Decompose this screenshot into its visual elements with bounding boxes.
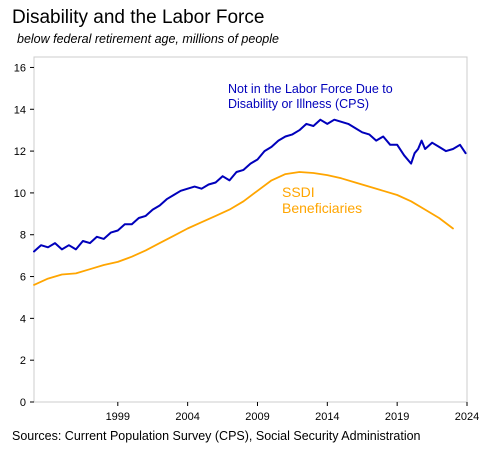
y-tick-label: 8 xyxy=(20,230,26,242)
series-label-line: SSDI xyxy=(282,184,315,200)
y-tick-label: 12 xyxy=(14,146,26,158)
cps-series-label: Not in the Labor Force Due to Disability … xyxy=(228,82,393,111)
y-tick-label: 14 xyxy=(14,104,26,116)
series-label-line: Not in the Labor Force Due to xyxy=(228,82,393,96)
y-tick-label: 0 xyxy=(20,397,26,409)
x-tick-label: 2009 xyxy=(245,411,269,423)
x-tick-label: 2014 xyxy=(315,411,339,423)
x-tick-label: 2004 xyxy=(175,411,199,423)
y-tick-label: 4 xyxy=(20,313,26,325)
plot-frame xyxy=(33,56,468,403)
y-tick-label: 10 xyxy=(14,188,26,200)
chart-title: Disability and the Labor Force xyxy=(12,7,265,28)
y-tick-label: 6 xyxy=(20,272,26,284)
ssdi-series-label: SSDI Beneficiaries xyxy=(282,184,362,216)
y-tick-label: 16 xyxy=(14,62,26,74)
chart-subtitle: below federal retirement age, millions o… xyxy=(17,32,279,46)
chart-source: Sources: Current Population Survey (CPS)… xyxy=(12,429,421,443)
x-tick-label: 2019 xyxy=(385,411,409,423)
cps-series-line xyxy=(33,118,467,253)
series-label-line: Beneficiaries xyxy=(282,200,362,216)
x-tick-label: 2024 xyxy=(455,411,479,423)
ssdi-series-line xyxy=(33,171,454,286)
series-label-line: Disability or Illness (CPS) xyxy=(228,97,369,111)
x-tick-label: 1999 xyxy=(106,411,130,423)
y-tick-label: 2 xyxy=(20,355,26,367)
